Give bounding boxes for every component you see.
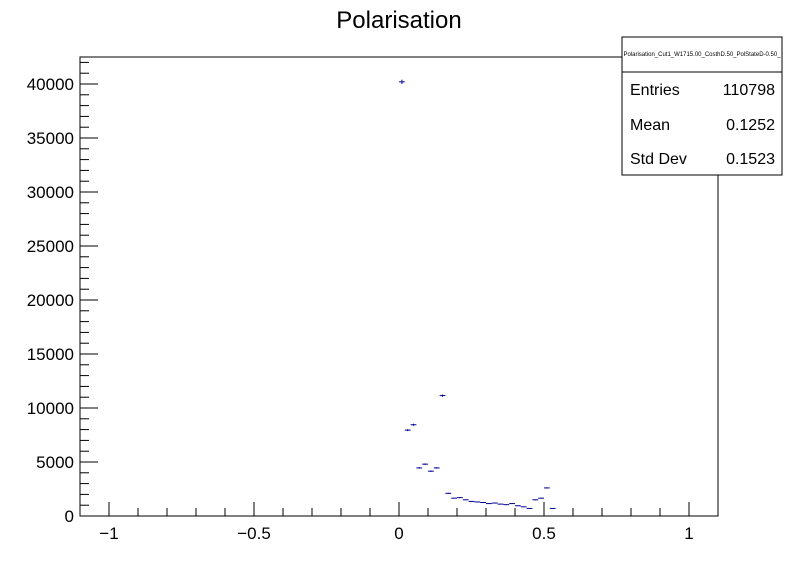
data-point bbox=[399, 79, 405, 85]
data-point bbox=[451, 497, 457, 499]
data-point bbox=[422, 463, 428, 465]
data-point bbox=[526, 507, 533, 509]
stats-std-label: Std Dev bbox=[630, 151, 687, 168]
y-tick-label: 25000 bbox=[27, 237, 74, 256]
data-point bbox=[503, 504, 510, 506]
data-point bbox=[515, 505, 521, 507]
data-point bbox=[491, 502, 498, 504]
data-point bbox=[410, 423, 417, 426]
y-axis: 0 5000 10000 15000 20000 25000 30000 35000 40000 bbox=[27, 61, 98, 526]
stats-entries-label: Entries bbox=[630, 82, 680, 99]
data-point bbox=[549, 507, 556, 509]
y-tick-label: 0 bbox=[65, 507, 74, 526]
stats-mean-label: Mean bbox=[630, 117, 670, 134]
stats-mean-value: 0.1252 bbox=[726, 117, 775, 134]
stats-box-frame bbox=[621, 36, 783, 176]
stats-box-title: Polarisation_Cut1_W1715.00_CosthD.50_Pol… bbox=[623, 52, 781, 58]
data-point bbox=[416, 467, 423, 469]
stats-entries-value: 110798 bbox=[723, 82, 775, 99]
data-point bbox=[532, 499, 539, 501]
data-point bbox=[404, 429, 411, 432]
y-tick-label: 10000 bbox=[27, 399, 74, 418]
data-point bbox=[520, 506, 527, 508]
x-tick-label: 1 bbox=[684, 524, 693, 543]
data-point bbox=[480, 502, 486, 503]
data-point bbox=[428, 470, 434, 472]
y-tick-label: 20000 bbox=[27, 291, 74, 310]
x-tick-label: −1 bbox=[99, 524, 118, 543]
data-point bbox=[474, 501, 481, 503]
data-point bbox=[433, 467, 440, 469]
y-tick-label: 15000 bbox=[27, 345, 74, 364]
data-point bbox=[486, 503, 492, 505]
data-point bbox=[544, 487, 550, 489]
stats-std-value: 0.1523 bbox=[726, 151, 775, 168]
data-point bbox=[468, 500, 475, 502]
x-tick-label: 0 bbox=[394, 524, 403, 543]
chart-title: Polarisation bbox=[336, 7, 461, 34]
stats-box: Polarisation_Cut1_W1715.00_CosthD.50_Pol… bbox=[621, 36, 783, 176]
data-point bbox=[462, 499, 469, 501]
data-point bbox=[445, 492, 452, 494]
data-points bbox=[399, 79, 556, 509]
data-point bbox=[439, 394, 446, 397]
data-point bbox=[538, 497, 544, 499]
data-point bbox=[457, 497, 463, 499]
x-axis: −1 −0.5 0 0.5 1 bbox=[79, 502, 719, 543]
data-point bbox=[509, 503, 515, 505]
x-tick-label: −0.5 bbox=[237, 524, 271, 543]
x-tick-label: 0.5 bbox=[532, 524, 556, 543]
y-tick-label: 30000 bbox=[27, 183, 74, 202]
y-tick-label: 40000 bbox=[27, 75, 74, 94]
y-tick-label: 5000 bbox=[36, 453, 74, 472]
y-tick-label: 35000 bbox=[27, 129, 74, 148]
data-point bbox=[497, 503, 504, 505]
